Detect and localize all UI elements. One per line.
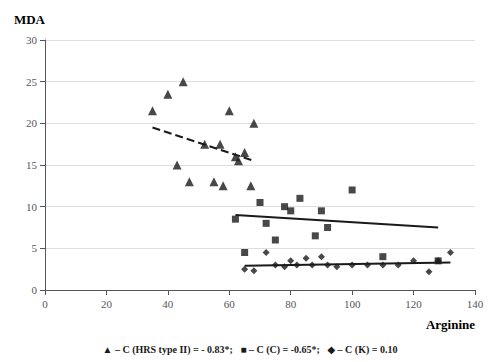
svg-text:0: 0: [42, 298, 48, 310]
svg-text:15: 15: [26, 159, 38, 171]
svg-text:30: 30: [26, 34, 38, 46]
svg-text:20: 20: [101, 298, 113, 310]
svg-text:120: 120: [405, 298, 422, 310]
svg-text:0: 0: [32, 284, 38, 296]
svg-text:10: 10: [26, 201, 38, 213]
svg-text:100: 100: [344, 298, 361, 310]
svg-text:Arginine: Arginine: [426, 317, 475, 332]
svg-text:5: 5: [32, 242, 38, 254]
svg-text:60: 60: [224, 298, 236, 310]
svg-text:▲ – C (HRS type II) = - 0.83*;: ▲ – C (HRS type II) = - 0.83*; ■ – C (C)…: [103, 344, 398, 356]
svg-text:80: 80: [285, 298, 297, 310]
svg-text:25: 25: [26, 76, 38, 88]
svg-text:20: 20: [26, 117, 38, 129]
svg-text:40: 40: [162, 298, 174, 310]
svg-text:140: 140: [467, 298, 484, 310]
svg-text:MDA: MDA: [14, 12, 46, 27]
